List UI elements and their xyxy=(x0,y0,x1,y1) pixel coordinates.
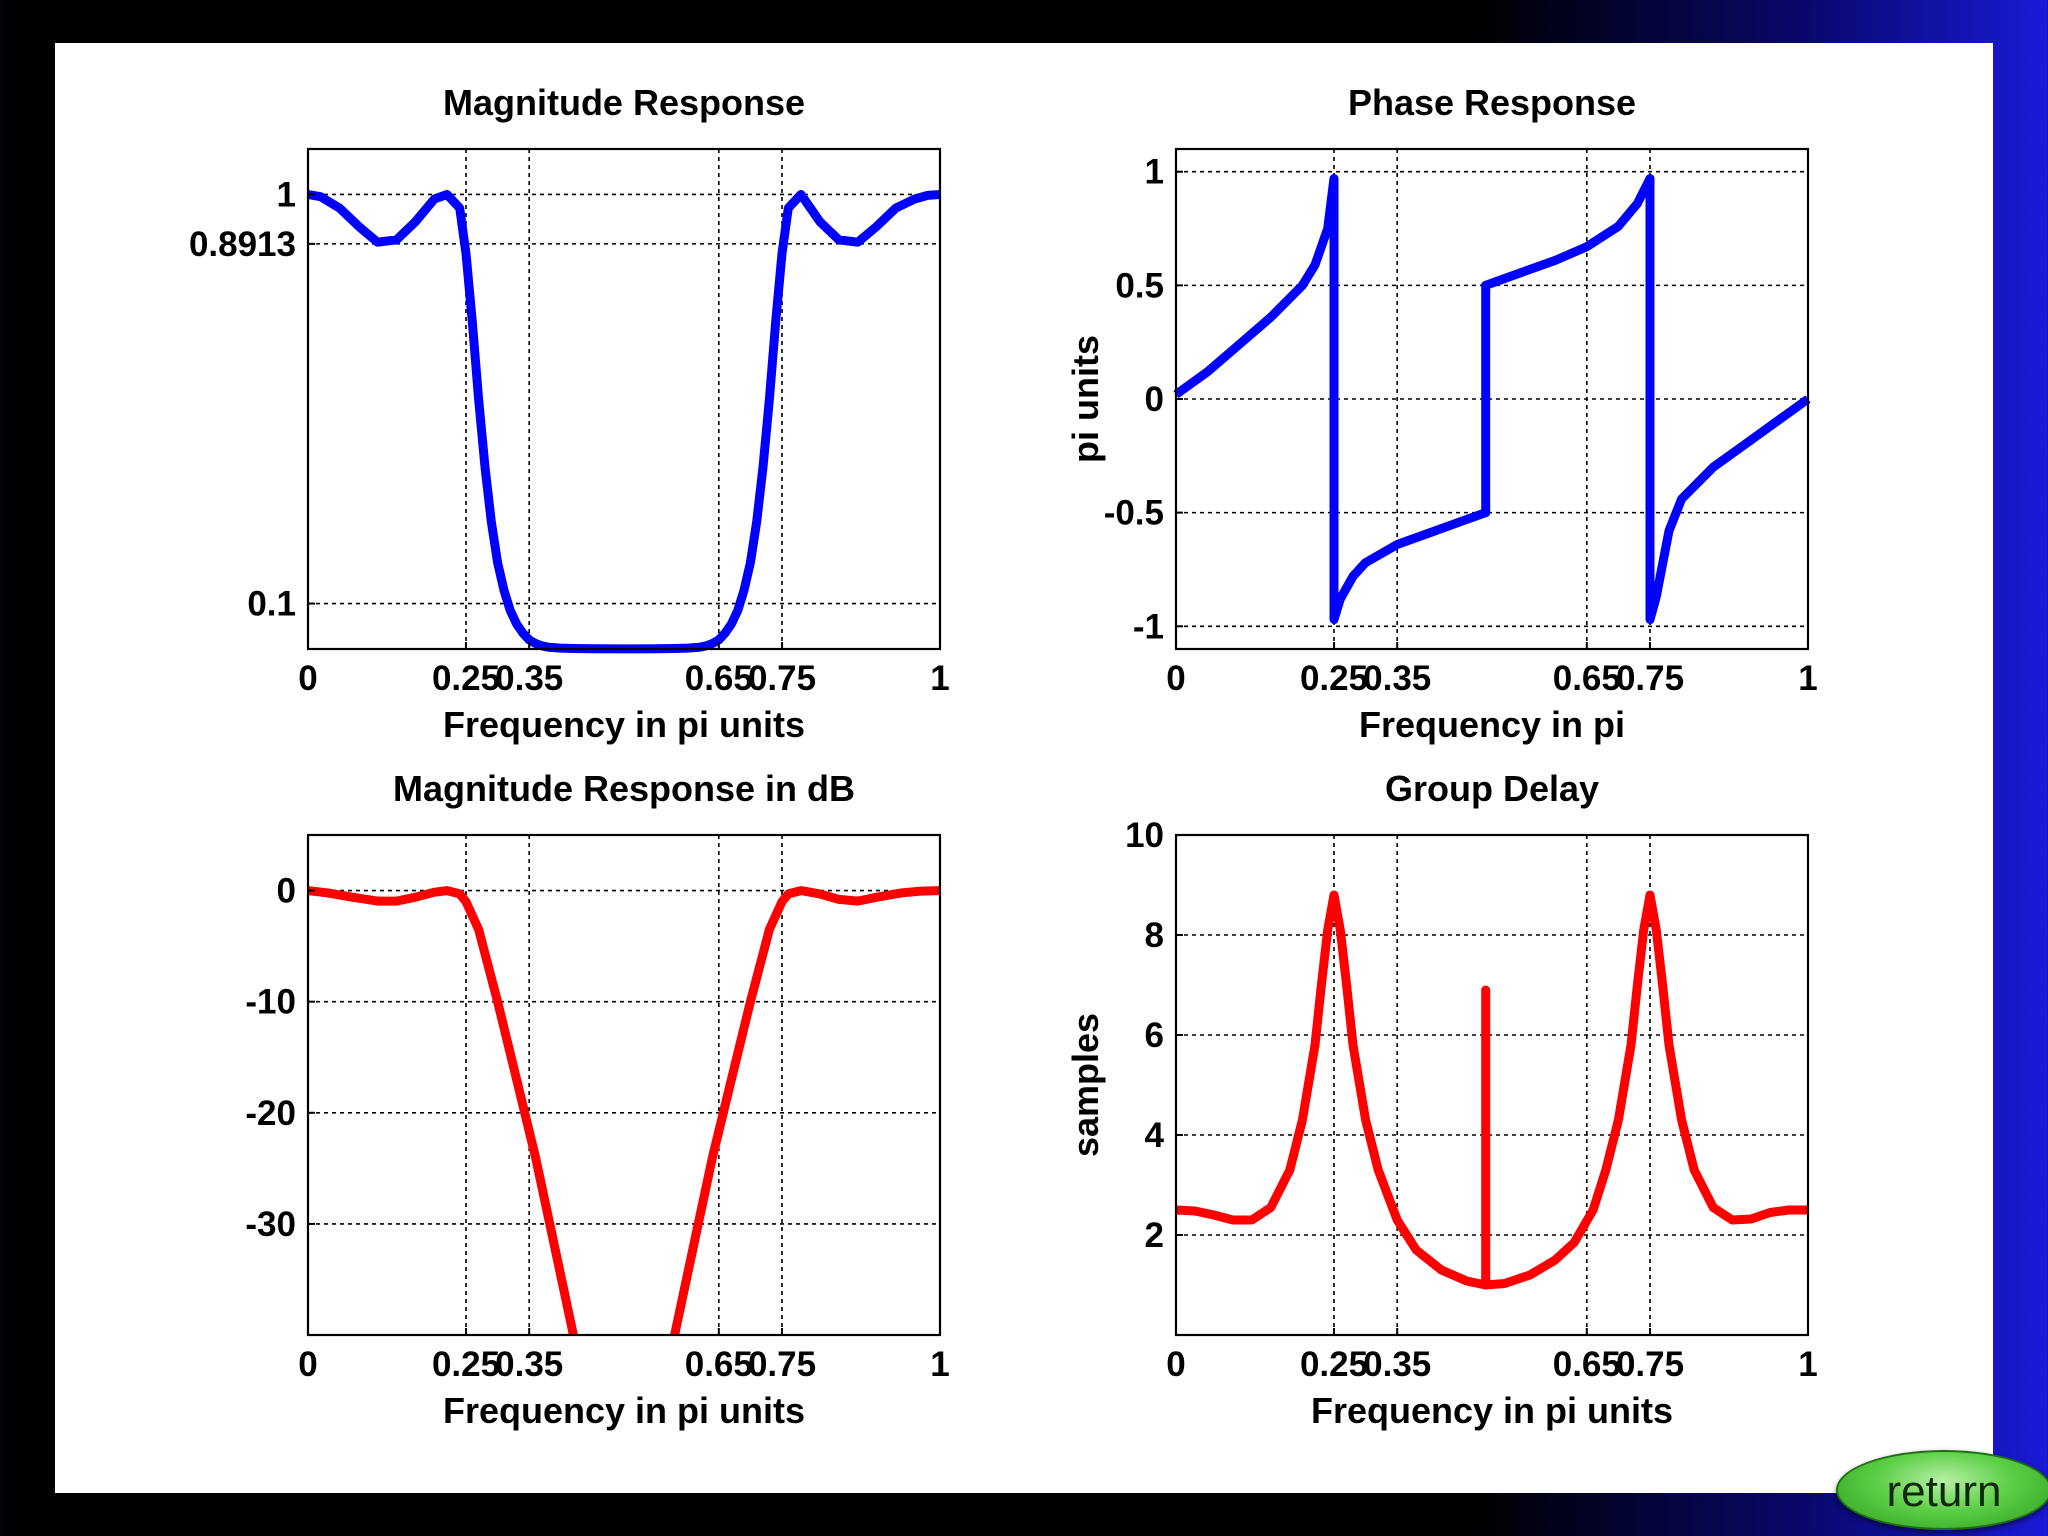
chart-2: 0 0.250.35 0.650.75 1 -1 -0.5 0 0.5 1 Phase Respo… xyxy=(1065,82,1818,745)
y-tick-label: 0.5 xyxy=(1115,266,1164,305)
x-tick-label: 0 xyxy=(1166,1345,1185,1384)
chart-3: 0 0.250.35 0.650.75 1 -30 -20 -10 0 Magnitude Re… xyxy=(245,768,949,1431)
y-tick-label: -10 xyxy=(245,983,296,1022)
y-tick-label: -0.5 xyxy=(1104,494,1164,533)
chart-1: 0 0.250.35 0.650.75 1 0.1 0.8913 1 Magnitude Re… xyxy=(189,82,950,745)
y-tick-label: 0 xyxy=(277,872,296,911)
x-tick-label: 1 xyxy=(1798,659,1817,698)
x-tick-label: 0.75 xyxy=(1616,659,1684,698)
y-tick-label: 0.8913 xyxy=(189,225,296,264)
x-axis-label: Frequency in pi xyxy=(1359,704,1625,745)
x-tick-label: 1 xyxy=(930,1345,949,1384)
x-tick-label: 0.75 xyxy=(748,659,816,698)
slide-canvas: 0 0.25 0.35 0.65 0.75 1 0.1 0.8913 1 Magnitude Re… xyxy=(55,43,1993,1493)
chart-title: Magnitude Response in dB xyxy=(393,768,855,809)
x-tick-label: 0 xyxy=(298,659,317,698)
y-axis-label: samples xyxy=(1065,1013,1106,1157)
return-button[interactable]: return xyxy=(1836,1450,2048,1530)
return-button-label: return xyxy=(1886,1467,2002,1516)
chart-4: 0 0.250.35 0.650.75 1 2 4 6 8 10 Group Delay Frequ… xyxy=(1065,768,1818,1431)
x-tick-label: 0.25 xyxy=(1300,659,1368,698)
y-tick-label: 4 xyxy=(1145,1116,1165,1155)
x-tick-label: 0.65 xyxy=(1553,1345,1621,1384)
y-tick-label: 1 xyxy=(1145,153,1164,192)
x-axis-label: Frequency in pi units xyxy=(1311,1390,1673,1431)
x-tick-label: 0.25 xyxy=(432,1345,500,1384)
x-tick-label: 0.65 xyxy=(685,659,753,698)
x-tick-label: 0.35 xyxy=(495,1345,563,1384)
series-line-1 xyxy=(1173,174,1811,624)
x-tick-label: 0.35 xyxy=(1363,1345,1431,1384)
series-line-2 xyxy=(670,886,941,1336)
y-tick-label: -1 xyxy=(1133,607,1164,646)
x-tick-label: 0 xyxy=(1166,659,1185,698)
series-line-1 xyxy=(307,886,578,1336)
chart-title: Magnitude Response xyxy=(443,82,805,123)
y-tick-label: -20 xyxy=(245,1094,296,1133)
x-tick-label: 0.25 xyxy=(432,659,500,698)
x-tick-label: 1 xyxy=(1798,1345,1817,1384)
y-tick-label: 1 xyxy=(277,175,296,214)
x-tick-label: 0 xyxy=(298,1345,317,1384)
x-tick-label: 0.65 xyxy=(1553,659,1621,698)
y-tick-label: -30 xyxy=(245,1205,296,1244)
chart-title: Group Delay xyxy=(1385,768,1599,809)
y-tick-label: 0 xyxy=(1145,380,1164,419)
chart-title: Phase Response xyxy=(1348,82,1636,123)
y-tick-label: 0.1 xyxy=(247,585,296,624)
y-axis-label: pi units xyxy=(1065,335,1106,463)
series-line-1 xyxy=(307,190,941,654)
x-tick-label: 0.35 xyxy=(495,659,563,698)
y-tick-label: 10 xyxy=(1125,816,1164,855)
y-tick-label: 8 xyxy=(1145,916,1164,955)
axes-frame xyxy=(306,147,942,651)
axes-frame xyxy=(1174,833,1810,1337)
x-tick-label: 0.75 xyxy=(1616,1345,1684,1384)
y-tick-label: 6 xyxy=(1145,1016,1164,1055)
x-axis-label: Frequency in pi units xyxy=(443,1390,805,1431)
x-tick-label: 0.25 xyxy=(1300,1345,1368,1384)
x-tick-label: 0.65 xyxy=(685,1345,753,1384)
x-axis-label: Frequency in pi units xyxy=(443,704,805,745)
x-tick-label: 0.35 xyxy=(1363,659,1431,698)
x-tick-label: 1 xyxy=(930,659,949,698)
series-line-1 xyxy=(1175,890,1808,1290)
x-tick-label: 0.75 xyxy=(748,1345,816,1384)
y-tick-label: 2 xyxy=(1145,1216,1164,1255)
axes-frame xyxy=(306,833,942,1337)
